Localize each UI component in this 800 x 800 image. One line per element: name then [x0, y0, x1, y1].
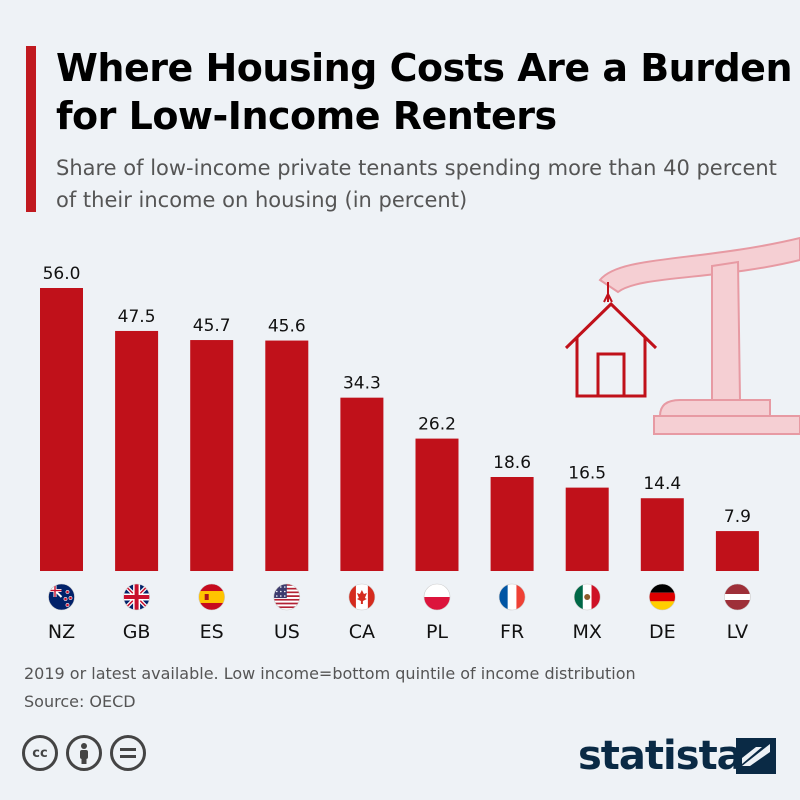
fr-flag-icon: [498, 583, 526, 611]
category-label-gb: GB: [123, 621, 151, 643]
bar-chart: 56.047.5 45.7 45.634.326.218.616.514.47.9 …: [40, 236, 800, 643]
bar-ca: [340, 397, 384, 571]
value-label-us: 45.6: [268, 317, 306, 337]
crane-house-illustration-icon: [564, 236, 800, 435]
ca-flag-icon: [348, 583, 376, 611]
category-label-mx: MX: [572, 621, 601, 643]
value-label-gb: 47.5: [118, 307, 156, 327]
value-label-es: 45.7: [193, 316, 231, 336]
category-label-pl: PL: [426, 621, 448, 643]
category-label-nz: NZ: [48, 621, 75, 643]
bar-es: [190, 340, 234, 571]
us-flag-icon: [273, 583, 301, 611]
license-icons: cc: [22, 735, 146, 771]
lv-flag-icon: [724, 583, 751, 611]
bar-de: [640, 498, 684, 571]
cc-icon[interactable]: cc: [22, 735, 58, 771]
category-label-ca: CA: [349, 621, 375, 643]
de-flag-icon: [648, 583, 676, 611]
gb-flag-icon: [123, 583, 150, 611]
bar-mx: [565, 487, 609, 571]
accent-bar: [26, 46, 36, 212]
es-flag-icon: [198, 583, 225, 611]
statista-logo-mark-icon: [736, 738, 776, 774]
category-label-es: ES: [200, 621, 224, 643]
chart-notes: 2019 or latest available. Low income=bot…: [24, 660, 636, 716]
mx-flag-icon: [573, 583, 601, 611]
chart-subtitle: Share of low-income private tenants spen…: [56, 156, 777, 212]
bar-nz: [40, 288, 83, 571]
statista-logo[interactable]: statista: [578, 733, 744, 779]
value-label-lv: 7.9: [724, 507, 751, 527]
nz-flag-icon: [48, 583, 75, 611]
value-label-de: 14.4: [643, 474, 681, 494]
category-label-de: DE: [649, 621, 676, 643]
value-label-pl: 26.2: [418, 415, 456, 435]
bar-lv: [715, 531, 759, 571]
value-label-mx: 16.5: [568, 464, 606, 484]
value-label-ca: 34.3: [343, 374, 381, 394]
bar-pl: [415, 438, 459, 571]
source-note: Source: OECD: [24, 692, 136, 711]
category-label-us: US: [274, 621, 300, 643]
value-label-nz: 56.0: [43, 264, 81, 284]
footnote: 2019 or latest available. Low income=bot…: [24, 664, 636, 683]
bar-us: [265, 340, 309, 571]
category-label-lv: LV: [727, 621, 749, 643]
pl-flag-icon: [423, 583, 451, 611]
bar-fr: [490, 477, 534, 571]
bar-gb: [115, 330, 159, 571]
value-label-fr: 18.6: [493, 453, 531, 473]
chart-title: Where Housing Costs Are a Burden for Low…: [56, 46, 793, 138]
person-icon[interactable]: [66, 735, 102, 771]
category-label-fr: FR: [500, 621, 524, 643]
equals-icon[interactable]: [110, 735, 146, 771]
